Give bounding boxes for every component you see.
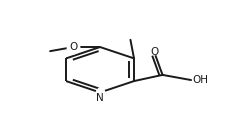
Text: N: N bbox=[96, 93, 104, 103]
Text: O: O bbox=[150, 47, 158, 57]
Text: O: O bbox=[69, 42, 77, 52]
Text: OH: OH bbox=[191, 75, 207, 85]
